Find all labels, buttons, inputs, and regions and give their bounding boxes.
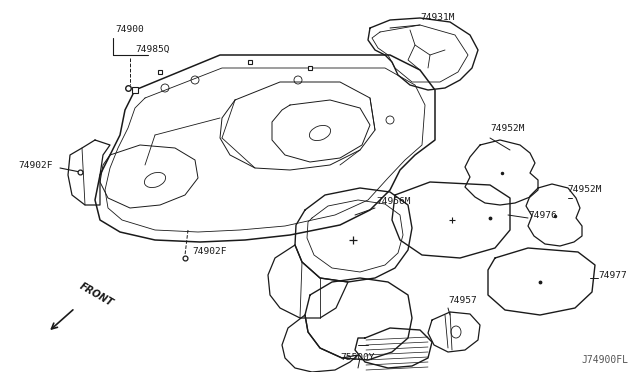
Text: 74902F: 74902F bbox=[18, 160, 52, 170]
Text: 74976: 74976 bbox=[528, 211, 557, 219]
Text: 74931M: 74931M bbox=[420, 13, 454, 22]
Text: 74985Q: 74985Q bbox=[135, 45, 170, 54]
Text: FRONT: FRONT bbox=[78, 281, 115, 308]
Text: 74957: 74957 bbox=[448, 296, 477, 305]
Text: 75500Y: 75500Y bbox=[340, 353, 374, 362]
Text: 74977: 74977 bbox=[598, 270, 627, 279]
Text: 74952M: 74952M bbox=[567, 185, 602, 194]
Text: 74956M: 74956M bbox=[376, 197, 410, 206]
Text: 74900: 74900 bbox=[115, 25, 144, 34]
Text: 74952M: 74952M bbox=[490, 124, 525, 133]
Text: 74902F: 74902F bbox=[192, 247, 227, 257]
Text: J74900FL: J74900FL bbox=[581, 355, 628, 365]
